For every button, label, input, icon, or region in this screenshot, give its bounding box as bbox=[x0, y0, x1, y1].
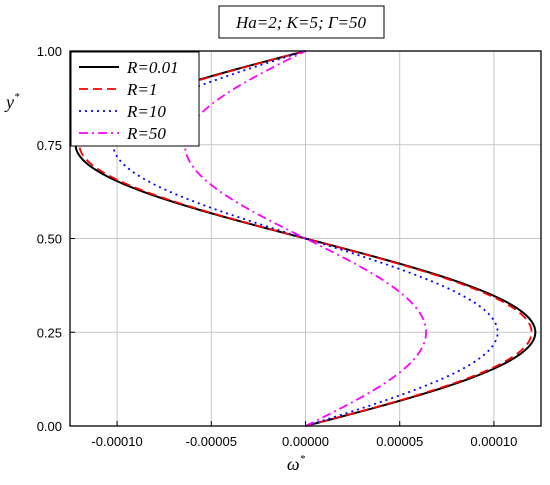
x-tick-label: 0.00010 bbox=[470, 434, 517, 449]
axis-ticks: -0.00010 -0.00005 0.00000 0.00005 0.00010 0.0… bbox=[37, 44, 518, 449]
chart-title-box: Ha=2; K=5; Γ=50 bbox=[218, 5, 385, 39]
series-line-4 bbox=[184, 50, 427, 427]
y-tick-label: 0.75 bbox=[37, 138, 62, 153]
legend-label: R=0.01 bbox=[126, 58, 179, 77]
y-tick-label: 0.25 bbox=[37, 325, 62, 340]
y-axis-label-sup: * bbox=[14, 91, 20, 103]
legend-label: R=50 bbox=[126, 124, 166, 143]
x-tick-label: 0.00000 bbox=[282, 434, 329, 449]
x-tick-label: 0.00005 bbox=[376, 434, 423, 449]
legend: R=0.01 R=1 R=10 R=50 bbox=[70, 51, 200, 147]
y-tick-label: 1.00 bbox=[37, 44, 62, 59]
legend-label: R=10 bbox=[126, 102, 166, 121]
x-tick-label: -0.00010 bbox=[91, 434, 142, 449]
y-axis-label: y* bbox=[4, 91, 20, 112]
title-frame bbox=[218, 5, 385, 39]
x-axis-label: ω* bbox=[287, 453, 306, 474]
y-tick-label: 0.50 bbox=[37, 232, 62, 247]
y-tick-label: 0.00 bbox=[37, 419, 62, 434]
x-axis-label-text: ω bbox=[287, 454, 300, 474]
chart-title: Ha=2; K=5; Γ=50 bbox=[235, 13, 367, 32]
x-tick-label: -0.00005 bbox=[186, 434, 237, 449]
legend-label: R=1 bbox=[126, 80, 157, 99]
x-axis-label-sup: * bbox=[300, 453, 306, 465]
y-axis-label-text: y bbox=[4, 92, 14, 112]
